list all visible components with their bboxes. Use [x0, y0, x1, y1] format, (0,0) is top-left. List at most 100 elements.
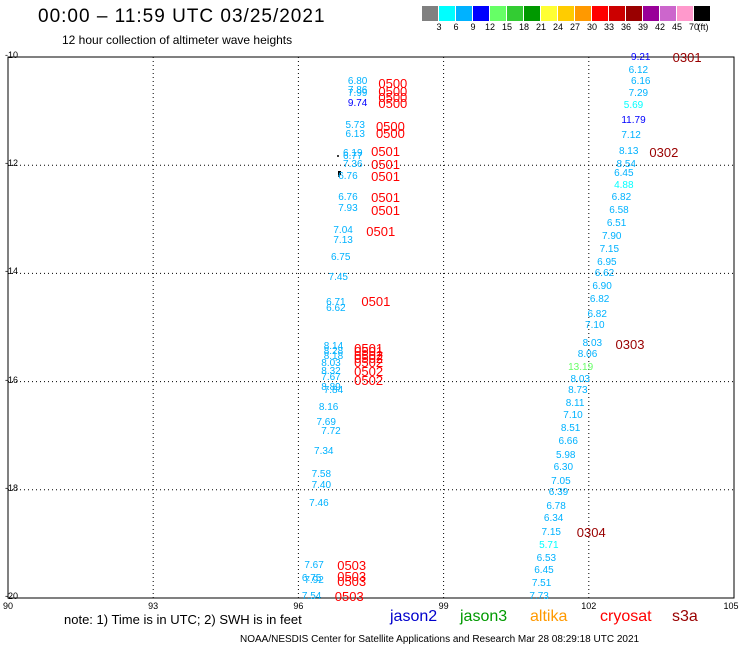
swh-value: 6.58	[609, 204, 629, 216]
pass-time-label: 0502	[354, 372, 384, 388]
swh-value: 7.90	[602, 230, 622, 242]
swh-value: 7.34	[314, 446, 334, 458]
color-scale-label: 39	[637, 22, 649, 32]
pass-time-label: 0501	[361, 293, 391, 309]
credit-line: NOAA/NESDIS Center for Satellite Applica…	[240, 634, 640, 645]
swh-value: 6.13	[345, 128, 365, 140]
pass-time-label: 0503	[334, 588, 364, 604]
latitude-label: -20	[5, 591, 19, 601]
legend-s3a: s3a	[672, 608, 698, 625]
swh-value: 7.73	[529, 590, 549, 602]
swh-value: 6.45	[534, 564, 554, 576]
color-scale-label: 30	[586, 22, 598, 32]
color-scale-label: 3	[436, 22, 442, 32]
swh-value: 7.67	[304, 560, 324, 572]
swh-value: 7.10	[563, 410, 583, 422]
swh-value: 6.78	[546, 501, 566, 513]
swh-value: 5.73	[345, 120, 365, 132]
color-swatch	[473, 6, 490, 21]
pass-time-label: 0501	[371, 169, 401, 185]
pass-time-label: 0501	[366, 224, 396, 240]
color-swatch	[507, 6, 524, 21]
swh-value: 13.19	[568, 361, 594, 373]
pass-time-label: 0500	[378, 89, 408, 105]
color-swatch	[490, 6, 507, 21]
pass-time-label: 0503	[337, 573, 367, 589]
swh-value: 7.15	[599, 243, 620, 255]
pass-time-label: 0503	[337, 569, 367, 585]
color-scale-label: 27	[569, 22, 581, 32]
swh-value: 7.51	[531, 577, 552, 589]
color-swatch	[541, 6, 558, 21]
legend-altika: altika	[530, 608, 568, 625]
color-scale-label: 33	[603, 22, 615, 32]
latitude-label: -18	[5, 482, 19, 493]
swh-value: 7.72	[321, 426, 341, 438]
swh-value: 6.95	[597, 256, 617, 268]
swh-value: 7.58	[311, 469, 332, 481]
color-scale-label: 36	[620, 22, 632, 32]
swh-value: 6.51	[606, 217, 627, 229]
longitude-label: 93	[148, 601, 159, 611]
swh-value: 7.29	[628, 88, 649, 100]
longitude-label: 96	[293, 601, 304, 611]
color-scale-label: 12	[484, 22, 496, 32]
swh-value: 7.15	[541, 526, 561, 538]
pass-time-label: 0501	[371, 189, 401, 205]
swh-value: 6.16	[631, 76, 651, 88]
swh-value: 8.73	[568, 385, 588, 397]
swh-value: 7.84	[323, 385, 344, 397]
swh-value: 6.77	[343, 151, 363, 163]
legend-jason3: jason3	[460, 608, 508, 625]
longitude-label: 102	[581, 601, 597, 611]
swh-value: 8.14	[323, 340, 344, 352]
swh-value: 8.03	[321, 358, 341, 370]
swh-value: 7.46	[309, 498, 329, 510]
swh-value: 6.30	[553, 462, 574, 474]
color-scale-label: 70	[688, 22, 700, 32]
longitude-label: 105	[723, 601, 739, 611]
swh-value: 7.86	[347, 84, 368, 96]
pass-time-label: 0301	[672, 49, 702, 65]
swh-value: 8.03	[570, 373, 590, 385]
island-marker	[337, 155, 341, 177]
pass-time-label: 0500	[378, 76, 408, 92]
color-swatch	[422, 6, 439, 21]
swh-value: 8.51	[560, 423, 581, 435]
swh-value: 8.54	[616, 158, 636, 170]
pass-time-label: 0304	[576, 524, 606, 540]
pass-time-label: 0302	[649, 145, 679, 161]
color-scale-label: 42	[654, 22, 666, 32]
swh-value: 6.19	[343, 148, 363, 160]
pass-time-label: 0303	[615, 336, 645, 352]
page-title: 00:00 – 11:59 UTC 03/25/2021	[38, 6, 326, 27]
color-swatch	[524, 6, 541, 21]
swh-value: 6.75	[301, 572, 322, 584]
swh-value: 5.69	[623, 100, 644, 112]
swh-value: 6.53	[536, 552, 557, 564]
swh-value: 6.82	[587, 308, 607, 320]
swh-value: 7.10	[585, 320, 605, 332]
pass-time-label: 0502	[354, 364, 384, 380]
swh-value: 7.04	[333, 225, 353, 237]
swh-value: 8.13	[618, 146, 639, 158]
swh-value: 6.76	[338, 191, 358, 203]
pass-time-label: 0501	[371, 144, 401, 160]
swh-value: 7.05	[551, 476, 571, 488]
swh-value: 7.36	[343, 158, 363, 170]
swh-value: 8.28	[323, 346, 344, 358]
swh-value: 8.11	[565, 398, 585, 410]
page-subtitle: 12 hour collection of altimeter wave hei…	[62, 33, 293, 47]
swh-value: 8.16	[318, 401, 339, 413]
swh-value: 7.93	[338, 203, 358, 215]
swh-value: 7.45	[328, 271, 348, 283]
legend-jason2: jason2	[390, 608, 438, 625]
color-swatch	[575, 6, 592, 21]
pass-time-label: 0503	[337, 558, 367, 574]
latitude-label: -16	[5, 374, 19, 385]
swh-value: 6.90	[592, 281, 612, 293]
latitude-label: -14	[5, 266, 19, 277]
swh-value: 6.80	[347, 76, 368, 88]
swh-color-scale-labels: 3 6 9 12 15 18 21 24 27 30 33 36 39 42 45 70 (ft)	[422, 22, 740, 34]
